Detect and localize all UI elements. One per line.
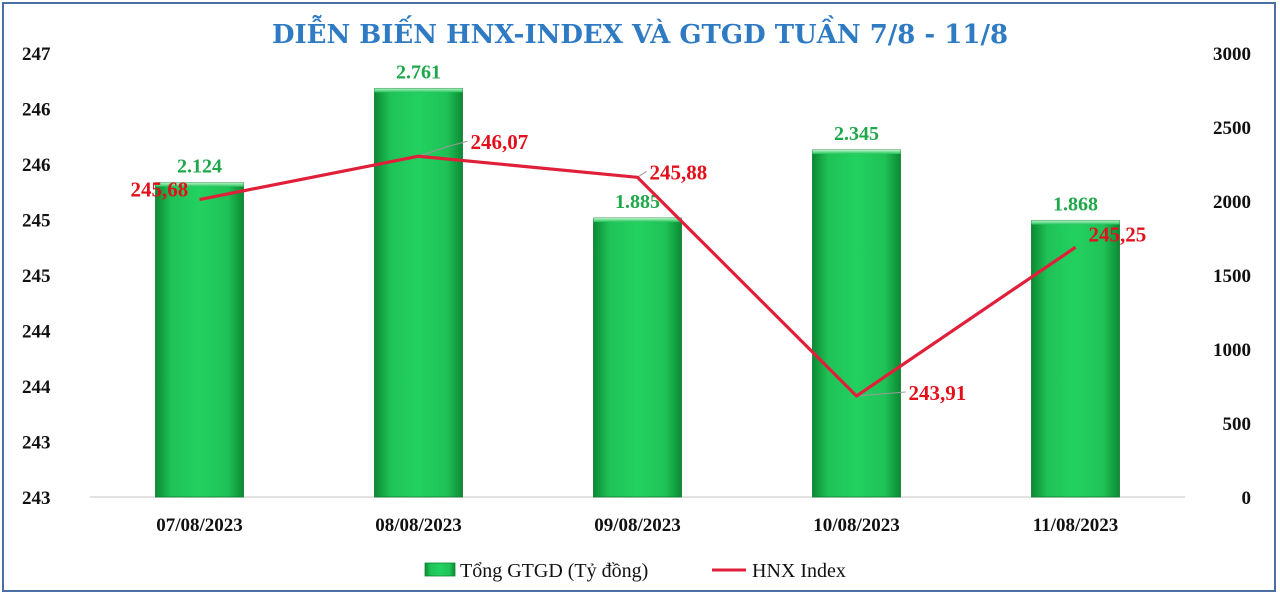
x-axis: 07/08/2023 08/08/2023 09/08/2023 10/08/2023… <box>156 515 1118 536</box>
bar-labels: 2.124 2.761 1.885 2.345 1.868 <box>177 61 1098 215</box>
legend: Tổng GTGD (Tỷ đồng) HNX Index <box>424 560 846 582</box>
chart-title: DIỄN BIẾN HNX-INDEX VÀ GTGD TUẦN 7/8 - 1… <box>272 14 1008 50</box>
right-tick-label: 500 <box>1223 414 1252 435</box>
bar-highlight <box>1031 220 1120 225</box>
leader-line <box>856 391 906 397</box>
right-tick-label: 1500 <box>1213 266 1251 287</box>
left-tick-label: 243 <box>22 488 51 509</box>
x-tick-label: 07/08/2023 <box>156 515 243 536</box>
line-labels: 245,68 246,07 245,88 243,91 245,25 <box>131 130 1147 405</box>
x-tick-label: 09/08/2023 <box>594 515 681 536</box>
line-series <box>199 154 1077 398</box>
left-tick-label: 244 <box>22 377 51 398</box>
line-data-label: 246,07 <box>471 130 529 154</box>
line-data-label: 245,68 <box>131 178 189 202</box>
leader-line <box>418 140 468 157</box>
bar-highlight <box>812 149 901 154</box>
left-tick-label: 246 <box>22 155 51 176</box>
left-tick-label: 247 <box>22 44 51 65</box>
bar-series <box>155 87 1120 498</box>
bar <box>155 182 244 498</box>
bar-data-label: 1.868 <box>1053 194 1098 216</box>
left-tick-label: 245 <box>22 266 51 287</box>
bar-data-label: 2.124 <box>177 156 222 178</box>
left-tick-label: 243 <box>22 433 51 454</box>
bar <box>812 149 901 498</box>
bar-highlight <box>374 88 463 93</box>
left-tick-label: 246 <box>22 100 51 121</box>
right-tick-label: 2500 <box>1213 118 1251 139</box>
bar-data-label: 2.761 <box>396 61 441 83</box>
left-tick-label: 245 <box>22 211 51 232</box>
right-axis: 3000 2500 2000 1500 1000 500 0 <box>1213 44 1251 509</box>
legend-swatch-bar <box>424 562 456 577</box>
left-tick-label: 244 <box>22 322 51 343</box>
right-tick-label: 3000 <box>1213 44 1251 65</box>
leader-line <box>637 170 647 178</box>
x-tick-label: 11/08/2023 <box>1033 515 1119 536</box>
right-tick-label: 2000 <box>1213 192 1251 213</box>
line-data-label: 245,88 <box>650 160 708 184</box>
bar <box>1031 220 1120 498</box>
legend-label-line: HNX Index <box>752 560 846 582</box>
bar-highlight <box>155 182 244 187</box>
hnx-index-line <box>199 154 1077 398</box>
bar-data-label: 1.885 <box>615 191 660 213</box>
line-data-label: 243,91 <box>909 381 967 405</box>
bar-highlight <box>593 218 682 223</box>
left-axis: 247 246 246 245 245 244 244 243 243 <box>22 44 51 509</box>
right-tick-label: 1000 <box>1213 340 1251 361</box>
leader-lines <box>418 140 906 397</box>
line-data-label: 245,25 <box>1089 222 1147 246</box>
bar <box>593 217 682 498</box>
right-tick-label: 0 <box>1242 488 1252 509</box>
legend-label-bar: Tổng GTGD (Tỷ đồng) <box>460 560 648 582</box>
x-tick-label: 10/08/2023 <box>813 515 900 536</box>
bar-data-label: 2.345 <box>834 123 879 145</box>
x-tick-label: 08/08/2023 <box>375 515 462 536</box>
bar <box>374 87 463 498</box>
